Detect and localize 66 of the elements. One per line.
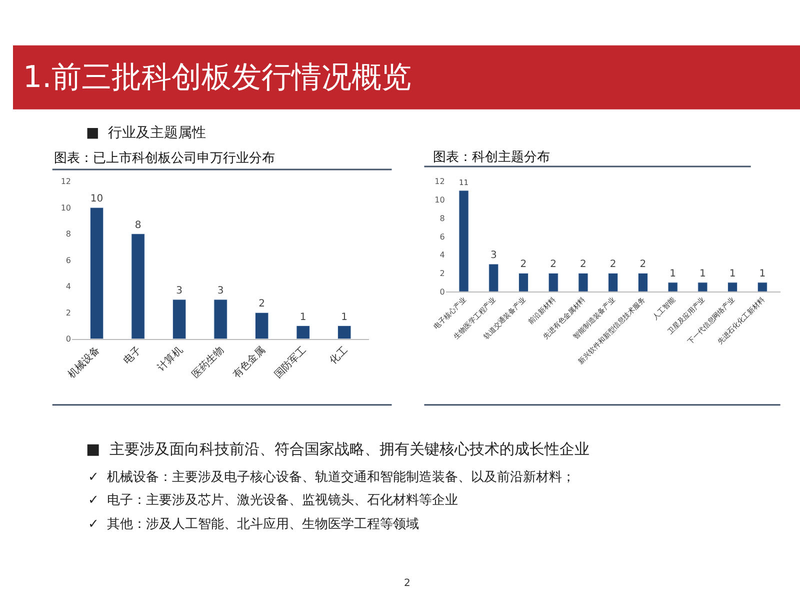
- data-label: 1: [341, 312, 348, 323]
- bar: [90, 207, 104, 339]
- data-label: 2: [520, 259, 527, 270]
- text: 2: [404, 578, 410, 589]
- y-tick-label: 8: [66, 230, 72, 239]
- data-label: 3: [176, 286, 182, 296]
- y-tick-label: 2: [66, 308, 72, 318]
- bar: [578, 272, 588, 292]
- text: ■ 主要涉及面向科技前沿、符合国家战略、拥有关键核心技术的成长性企业: [86, 440, 590, 458]
- y-tick-label: 0: [66, 334, 72, 344]
- bar: [488, 264, 499, 292]
- y-tick-label: 4: [440, 250, 445, 260]
- text: ■ 行业及主题属性: [86, 125, 206, 141]
- y-tick-label: 6: [440, 232, 445, 242]
- data-label: 1: [759, 268, 766, 280]
- data-label: 10: [90, 194, 104, 205]
- data-label: 3: [217, 286, 224, 296]
- bar: [254, 312, 269, 339]
- y-tick-label: 12: [434, 177, 445, 186]
- bar: [458, 190, 469, 292]
- bar: [608, 272, 618, 292]
- data-label: 1: [670, 268, 676, 280]
- y-tick-label: 10: [434, 195, 445, 204]
- chart-title: 图表：科创主题分布: [433, 149, 550, 165]
- bar: [757, 282, 768, 292]
- x-tick-label: 医药生物: [189, 344, 226, 381]
- x-tick-label: 电子: [121, 344, 144, 367]
- data-label: 2: [580, 259, 586, 270]
- y-tick-label: 10: [60, 203, 72, 212]
- x-tick-label: 国防军工: [272, 344, 309, 381]
- x-tick-label: 有色金属: [230, 344, 268, 381]
- text: ✓ 电子：主要涉及芯片、激光设备、监视镜头、石化材料等企业: [88, 492, 458, 508]
- data-label: 8: [134, 220, 142, 231]
- bar: [638, 272, 648, 292]
- data-label: 2: [610, 259, 616, 270]
- data-label: 3: [490, 250, 497, 262]
- y-tick-label: 6: [66, 256, 72, 265]
- data-label: 1: [300, 312, 306, 323]
- y-tick-label: 0: [440, 287, 445, 296]
- x-tick-label: 化工: [327, 344, 350, 367]
- bar: [131, 234, 145, 339]
- text: ✓ 机械设备：主要涉及电子核心设备、轨道交通和智能制造装备、以及前沿新材料；: [88, 469, 576, 485]
- y-tick-label: 2: [440, 269, 445, 278]
- data-label: 2: [550, 259, 557, 270]
- y-tick-label: 4: [66, 282, 72, 292]
- data-label: 1: [699, 268, 706, 280]
- bar: [338, 326, 352, 339]
- x-tick-label: 计算机: [155, 344, 185, 374]
- bar: [214, 299, 228, 339]
- data-label: 1: [729, 268, 736, 280]
- bar: [728, 282, 738, 292]
- x-tick-label: 机械设备: [66, 344, 102, 381]
- text: ✓ 其他：涉及人工智能、北斗应用、生物医学工程等领域: [88, 516, 420, 532]
- bar: [668, 282, 678, 292]
- bar: [172, 299, 186, 339]
- bar: [296, 326, 310, 339]
- bar: [518, 272, 529, 292]
- data-label: 11: [458, 178, 469, 188]
- data-label: 2: [640, 259, 646, 270]
- y-tick-label: 8: [440, 214, 445, 223]
- bar: [548, 272, 558, 292]
- text: 1.前三批科创板发行情况概览: [23, 60, 412, 95]
- y-tick-label: 12: [60, 177, 72, 186]
- chart-title: 图表：已上市科创板公司申万行业分布: [54, 151, 275, 166]
- data-label: 2: [258, 298, 266, 310]
- bar: [698, 282, 708, 292]
